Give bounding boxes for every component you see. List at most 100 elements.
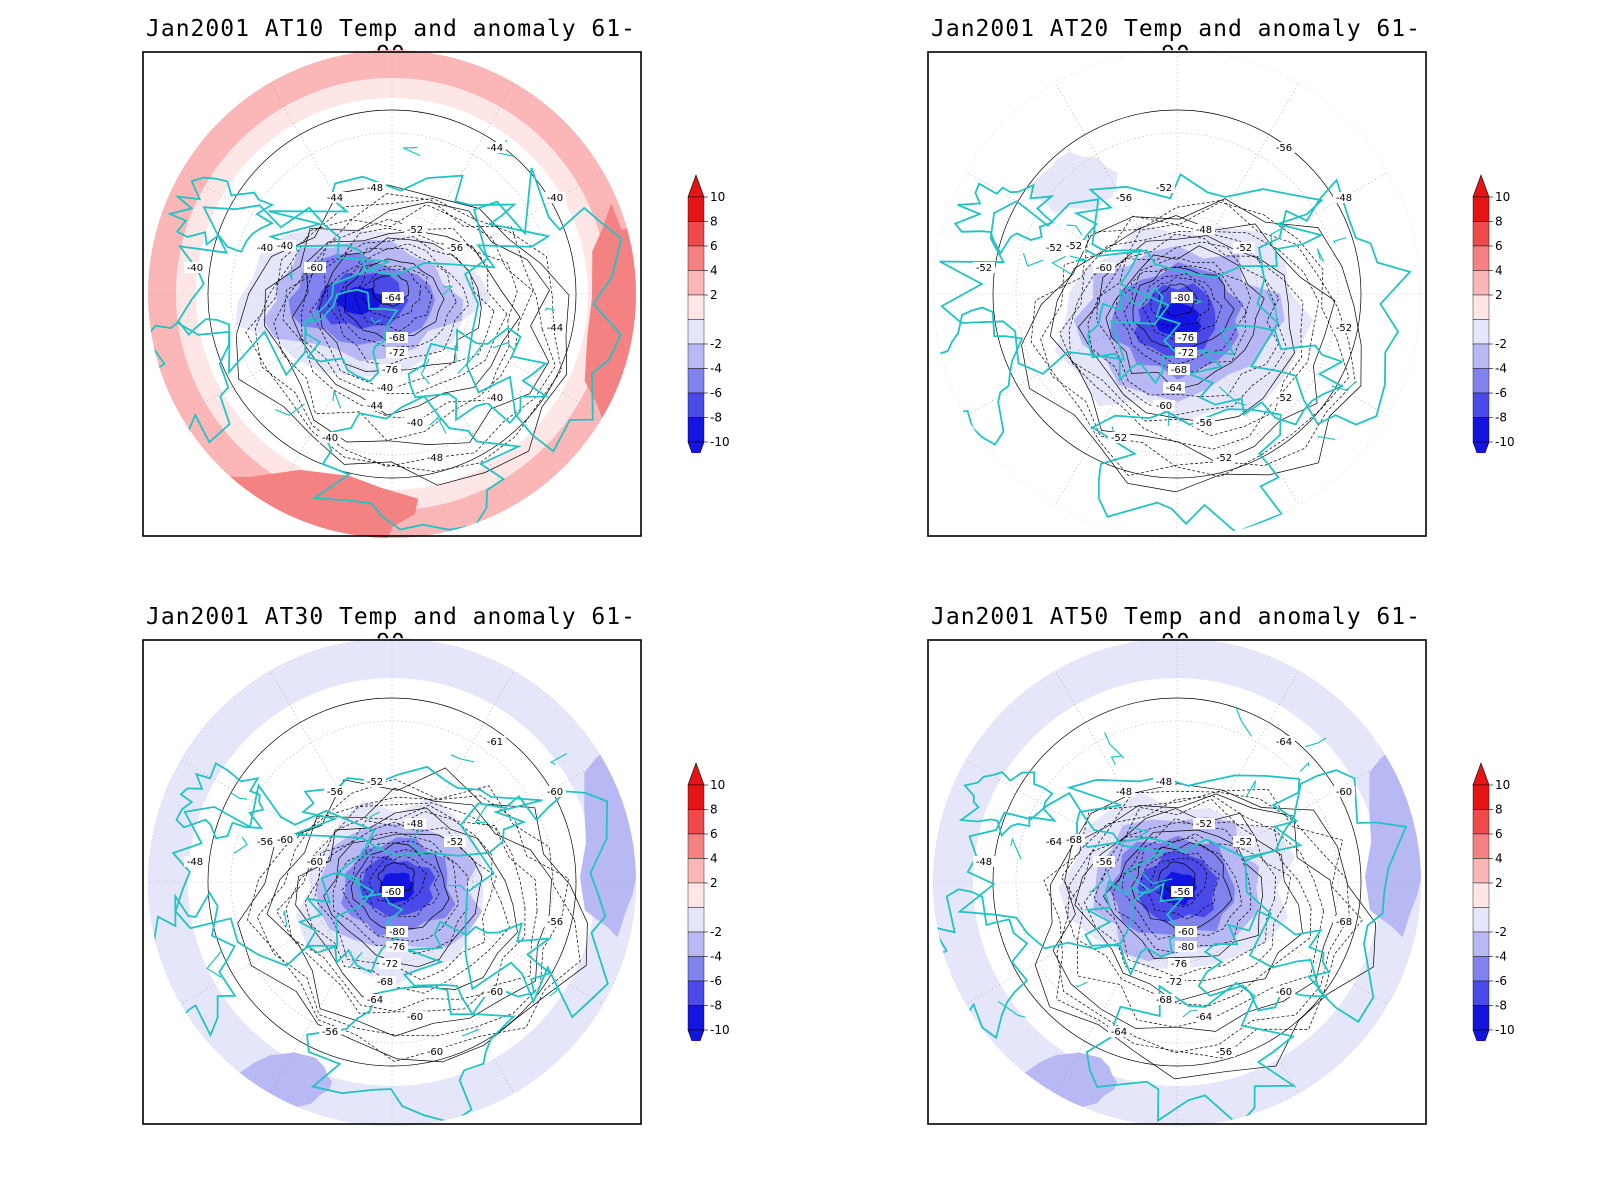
isotherm-contour xyxy=(1158,283,1198,317)
contour-label: -56 xyxy=(1216,1047,1232,1058)
meridian-line xyxy=(461,334,604,417)
contour-label-bg xyxy=(1153,182,1175,193)
contour-label-bg xyxy=(1093,262,1115,273)
contour-label: -48 xyxy=(427,453,443,464)
contour-label-bg xyxy=(973,262,995,273)
contour-label-bg xyxy=(1333,192,1355,203)
colorbar-segment xyxy=(1472,270,1490,296)
isotherm-contour xyxy=(1040,201,1350,477)
colorbar-segment xyxy=(687,931,705,957)
contour-label: -56 xyxy=(447,243,463,254)
isotherm-contour xyxy=(1096,241,1280,398)
meridian-line xyxy=(1246,334,1389,417)
contour-label-bg xyxy=(404,417,426,428)
border-line xyxy=(997,1000,1026,1018)
border-line xyxy=(1266,291,1278,320)
contour-label: -68 xyxy=(389,333,405,344)
colorbar-segment xyxy=(687,270,705,296)
colorbar-segment xyxy=(1472,784,1490,810)
colorbar-tick-label: 4 xyxy=(710,264,718,278)
contour-label: -60 xyxy=(1276,987,1292,998)
contour-label-bg xyxy=(1153,400,1175,411)
meridian-line xyxy=(461,922,604,1005)
isotherm-contour xyxy=(273,204,534,441)
contour-label: -80 xyxy=(1174,293,1190,304)
continent-outline xyxy=(1090,408,1284,534)
continent-outline xyxy=(402,920,553,1016)
contour-label-bg xyxy=(1193,224,1215,235)
continent-outline xyxy=(1087,286,1183,385)
contour-label: -40 xyxy=(487,393,503,404)
border-line xyxy=(461,1028,479,1037)
border-line xyxy=(441,286,454,297)
contour-label-bg xyxy=(1213,1046,1235,1057)
colorbar-arrow-down xyxy=(1472,1029,1490,1041)
meridian-line xyxy=(1054,363,1137,506)
polar-stereo-map: -68-48-48-52-52-56-56-60-80-76-72-68-64-… xyxy=(927,638,1427,1126)
contour-labels: -60-56-52-48-52-60-60-80-76-72-68-64-60-… xyxy=(184,736,566,1058)
contour-label-bg xyxy=(1273,986,1295,997)
colorbar-segment xyxy=(1472,196,1490,222)
contour-label-bg xyxy=(1153,994,1175,1005)
isotherm-contour xyxy=(1130,842,1233,933)
map-panel-at10: Jan2001 AT10 Temp and anomaly 61-90 -40-… xyxy=(135,0,895,590)
polar-stereo-map: -52 -56 -52 -48 -52 -60 -80 -76 -72 -68 -64 -60 -56 -… xyxy=(927,50,1427,538)
meridian-line xyxy=(965,171,1108,254)
colorbar-segment xyxy=(687,343,705,369)
contour-label: -44 xyxy=(367,401,383,412)
isotherm-contour xyxy=(326,243,470,366)
colorbar-tick-label: 2 xyxy=(1495,876,1503,890)
contour-label-bg xyxy=(324,786,346,797)
colorbar-segment xyxy=(1472,980,1490,1006)
meridian-line xyxy=(269,670,352,813)
continent-outline xyxy=(939,198,1170,375)
contour-label-bg xyxy=(319,432,341,443)
contour-label: -44 xyxy=(327,193,343,204)
border-line xyxy=(1299,761,1310,772)
contour-label-bg xyxy=(1233,836,1255,847)
isotherm-contour xyxy=(1105,245,1265,391)
isotherm-contour xyxy=(992,697,1362,1067)
colorbar-tick-label: 8 xyxy=(1495,215,1503,229)
border-line xyxy=(1317,435,1336,441)
contour-label-bg xyxy=(1108,1026,1130,1037)
contour-label: -52 xyxy=(976,263,992,274)
continent-outline xyxy=(407,326,550,425)
contour-label: -72 xyxy=(382,959,398,970)
border-line xyxy=(1245,780,1257,797)
contour-label: -64 xyxy=(1046,837,1062,848)
map-panel-at20: Jan2001 AT20 Temp and anomaly 61-90 -52-… xyxy=(920,0,1600,590)
border-line xyxy=(1140,870,1173,885)
contour-label: -60 xyxy=(1156,401,1172,412)
contour-label-bg xyxy=(254,836,276,847)
contour-label: -52 xyxy=(1236,243,1252,254)
polar-stereo-map: -40-44-48-52-56-60-64-68-72-76-40-44-40-… xyxy=(142,50,642,538)
isotherm-contour xyxy=(377,862,415,894)
colorbar-tick-label: -4 xyxy=(1495,362,1507,376)
colorbar-tick-label: -10 xyxy=(1495,435,1515,449)
border-line xyxy=(282,910,288,927)
border-line xyxy=(457,345,482,375)
contour-label-bg xyxy=(184,262,206,273)
meridian-line xyxy=(461,759,604,842)
isotherm-contour xyxy=(371,274,410,307)
continent-outline xyxy=(459,790,609,1019)
contour-label: -44 xyxy=(487,143,503,154)
contour-label: -76 xyxy=(389,942,405,953)
isotherm-contour xyxy=(256,795,569,1037)
contour-label: -52 xyxy=(1066,241,1082,252)
colorbar-segment xyxy=(1472,392,1490,418)
graticule xyxy=(933,638,1421,1126)
colorbar-tick-label: -2 xyxy=(1495,925,1507,939)
contour-label-bg xyxy=(544,192,566,203)
coastlines xyxy=(933,707,1408,1126)
contour-label: -52 xyxy=(1156,183,1172,194)
isotherm-contour xyxy=(1102,829,1263,959)
contour-label: -48 xyxy=(1116,787,1132,798)
contour-label: -60 xyxy=(385,887,401,898)
polar-stereo-map: -60-56-52-48-52-60-60-80-76-72-68-64-60-… xyxy=(142,638,642,1126)
border-line xyxy=(1089,879,1105,893)
isotherm-contour xyxy=(207,697,577,1067)
colorbar-segment xyxy=(687,882,705,908)
isotherm-contour xyxy=(1059,231,1320,450)
